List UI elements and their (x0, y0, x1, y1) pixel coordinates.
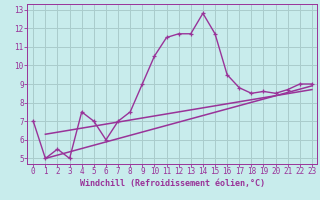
X-axis label: Windchill (Refroidissement éolien,°C): Windchill (Refroidissement éolien,°C) (79, 179, 265, 188)
